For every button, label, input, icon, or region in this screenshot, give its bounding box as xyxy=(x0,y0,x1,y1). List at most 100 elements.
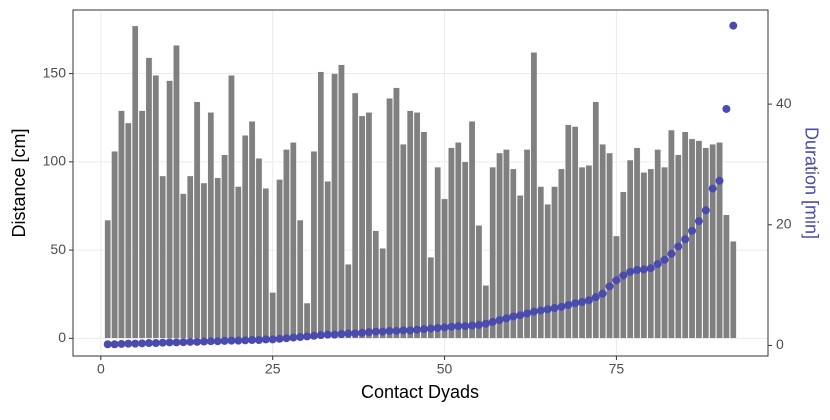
point xyxy=(330,330,339,339)
bar xyxy=(386,98,393,339)
bar xyxy=(626,159,634,339)
point xyxy=(268,335,277,344)
point xyxy=(694,217,703,226)
bar xyxy=(681,131,689,339)
bar xyxy=(695,140,703,339)
bar xyxy=(365,112,373,339)
point xyxy=(536,306,545,315)
point xyxy=(241,336,250,345)
bar xyxy=(516,195,524,339)
point xyxy=(179,338,188,347)
point xyxy=(186,337,195,346)
bar xyxy=(640,172,648,339)
bar xyxy=(145,57,153,339)
bar xyxy=(406,110,414,339)
bar xyxy=(269,292,276,339)
x-tick-label: 25 xyxy=(265,361,281,377)
bar xyxy=(489,166,496,339)
bar xyxy=(283,149,290,339)
point xyxy=(447,322,456,331)
point xyxy=(681,235,690,244)
point xyxy=(193,337,202,346)
point xyxy=(509,312,518,321)
point xyxy=(234,336,243,345)
point xyxy=(220,336,229,345)
point xyxy=(481,319,490,328)
point xyxy=(323,330,332,339)
bar xyxy=(317,71,325,339)
bar xyxy=(688,138,696,339)
point xyxy=(626,267,635,276)
bar xyxy=(434,166,441,339)
bar xyxy=(118,110,125,339)
point xyxy=(158,338,167,347)
bar xyxy=(296,219,304,339)
point xyxy=(254,336,263,345)
bar xyxy=(606,152,613,339)
bar xyxy=(125,122,132,339)
point xyxy=(523,309,532,318)
bar xyxy=(255,158,263,339)
bar xyxy=(138,110,146,339)
point xyxy=(289,333,298,342)
point xyxy=(701,206,710,215)
bar xyxy=(592,101,600,339)
point xyxy=(144,339,153,348)
point xyxy=(275,334,284,343)
point xyxy=(392,326,401,335)
bar xyxy=(503,149,510,339)
bar xyxy=(166,80,173,339)
point xyxy=(103,340,112,349)
y-tick-label: 100 xyxy=(43,153,67,169)
point xyxy=(619,271,628,280)
point xyxy=(488,317,497,326)
bar xyxy=(716,142,723,339)
point xyxy=(261,335,270,344)
point xyxy=(529,307,538,316)
bar xyxy=(448,147,455,339)
bar xyxy=(104,219,112,339)
point xyxy=(151,339,160,348)
y2-axis-title: Duration [min] xyxy=(801,127,821,239)
bar xyxy=(152,75,160,339)
point xyxy=(584,296,593,305)
bar xyxy=(358,115,366,339)
bar xyxy=(510,168,517,339)
bar xyxy=(276,179,283,339)
bar xyxy=(475,225,483,339)
point xyxy=(667,249,676,258)
point xyxy=(708,184,717,193)
bar xyxy=(413,112,421,339)
point xyxy=(426,324,435,333)
point xyxy=(358,328,367,337)
bar xyxy=(262,188,270,339)
bar xyxy=(207,112,215,339)
point xyxy=(378,327,387,336)
point xyxy=(633,266,642,275)
point xyxy=(440,323,449,332)
bar xyxy=(530,52,538,339)
y-axis-title: Distance [cm] xyxy=(9,128,29,237)
point xyxy=(564,301,573,310)
bar xyxy=(345,264,352,339)
point xyxy=(653,259,662,268)
point xyxy=(468,321,477,330)
point xyxy=(309,331,318,340)
bar xyxy=(633,147,641,339)
bar xyxy=(620,191,627,339)
bar xyxy=(290,142,297,339)
point xyxy=(172,338,181,347)
point xyxy=(199,337,208,346)
point xyxy=(598,289,607,298)
point xyxy=(660,255,669,264)
bar xyxy=(441,198,448,339)
point xyxy=(516,311,525,320)
point xyxy=(612,276,621,285)
point xyxy=(110,340,119,349)
point xyxy=(419,325,428,334)
point xyxy=(688,226,697,235)
bar xyxy=(523,149,531,339)
point xyxy=(316,331,325,340)
bar xyxy=(599,143,606,339)
bar xyxy=(468,121,476,339)
